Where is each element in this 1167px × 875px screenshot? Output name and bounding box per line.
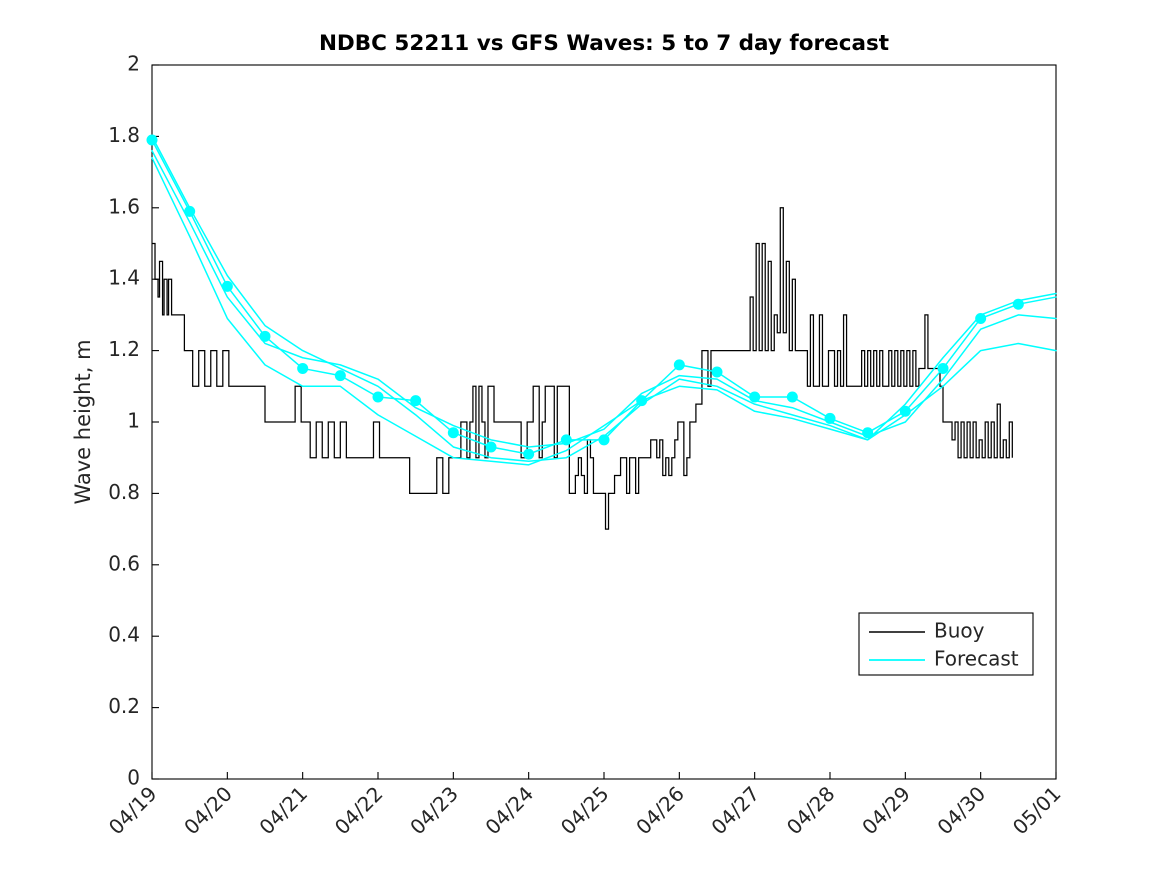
y-axis-title: Wave height, m — [71, 339, 95, 504]
forecast-marker — [824, 412, 836, 424]
y-tick-label: 0.8 — [108, 480, 140, 504]
forecast-line-2 — [151, 149, 1057, 448]
y-tick-label: 1.6 — [108, 194, 140, 218]
forecast-marker — [975, 312, 987, 324]
forecast-marker — [372, 391, 384, 403]
forecast-marker — [259, 330, 271, 342]
y-tick-label: 0.4 — [108, 623, 140, 647]
forecast-marker — [221, 280, 233, 292]
forecast-marker — [636, 395, 648, 407]
legend-label-forecast: Forecast — [934, 647, 1019, 671]
forecast-marker — [598, 434, 610, 446]
y-tick-label: 2 — [127, 52, 140, 76]
forecast-marker — [937, 362, 949, 374]
y-tick-label: 1 — [127, 409, 140, 433]
forecast-marker — [899, 405, 911, 417]
y-tick-label: 0 — [127, 766, 140, 790]
forecast-marker — [711, 366, 723, 378]
y-tick-label: 1.8 — [108, 123, 140, 147]
forecast-marker — [297, 362, 309, 374]
forecast-marker — [485, 441, 497, 453]
forecast-marker — [184, 205, 196, 217]
buoy-line — [152, 207, 1013, 530]
forecast-markers — [146, 134, 1024, 460]
chart-title: NDBC 52211 vs GFS Waves: 5 to 7 day fore… — [319, 31, 889, 56]
y-tick-label: 0.2 — [108, 694, 140, 718]
forecast-marker — [786, 391, 798, 403]
forecast-marker — [410, 395, 422, 407]
legend-label-buoy: Buoy — [934, 619, 985, 643]
forecast-marker — [749, 391, 761, 403]
series-buoy — [152, 207, 1013, 530]
legend-box — [858, 612, 1034, 676]
forecast-marker — [523, 448, 535, 460]
forecast-marker — [673, 359, 685, 371]
forecast-marker — [334, 370, 346, 382]
y-tick-label: 1.2 — [108, 337, 140, 361]
forecast-marker — [560, 434, 572, 446]
forecast-marker — [447, 427, 459, 439]
forecast-marker — [862, 427, 874, 439]
y-tick-label: 1.4 — [108, 266, 140, 290]
forecast-marker — [146, 134, 158, 146]
chart-legend[interactable]: Buoy Forecast — [858, 612, 1034, 676]
y-tick-label: 0.6 — [108, 551, 140, 575]
forecast-marker — [1012, 298, 1024, 310]
y-axis-ticks: 0 0.2 0.4 0.6 0.8 1 1.2 1.4 1.6 1.8 2 — [108, 52, 159, 790]
